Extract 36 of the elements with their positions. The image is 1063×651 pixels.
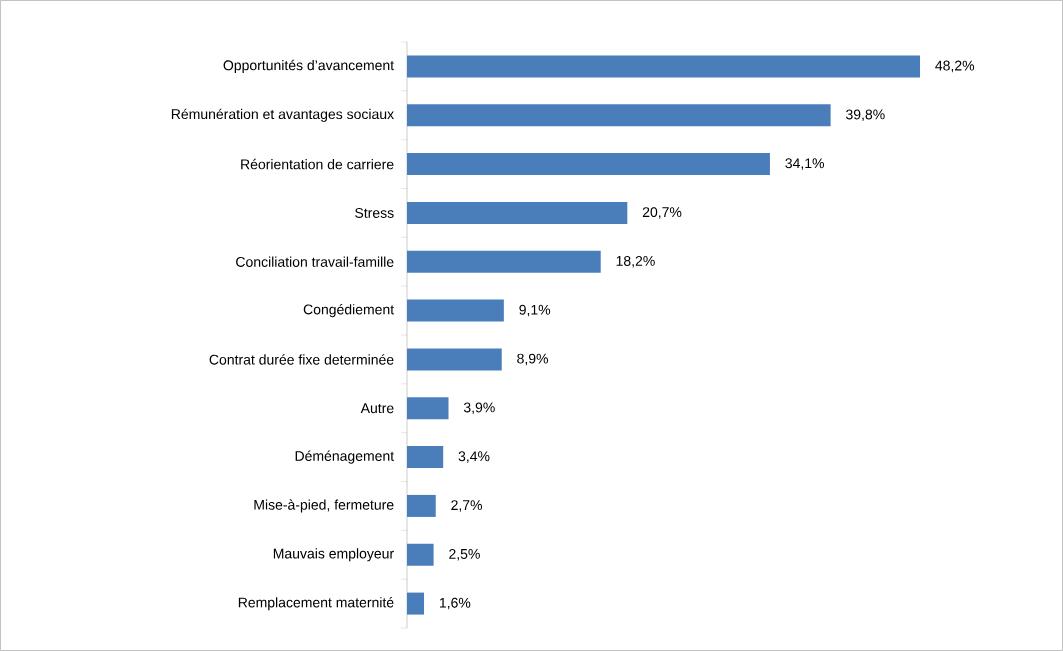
- y-tick-label: Réorientation de carriere: [241, 158, 394, 170]
- y-tick-label: Déménagement: [295, 450, 395, 464]
- data-label: 2,7%: [451, 500, 483, 512]
- data-label: 39,8%: [846, 109, 885, 122]
- bar: [407, 104, 831, 127]
- bar: [407, 201, 628, 224]
- y-tick-label: Contrat durée fixe determinée: [209, 354, 394, 365]
- bar: [407, 153, 770, 176]
- data-label: 2,5%: [449, 548, 480, 561]
- y-tick-label: Autre: [360, 403, 394, 414]
- bar: [407, 446, 444, 469]
- bar: [407, 250, 601, 273]
- bar: [407, 299, 504, 322]
- bar: [407, 494, 436, 517]
- data-label: 3,9%: [463, 402, 495, 415]
- y-tick-label: Congédiement: [303, 303, 395, 318]
- bar: [407, 348, 502, 371]
- data-label: 48,2%: [935, 60, 975, 73]
- bar: [407, 543, 434, 566]
- y-tick-label: Stress: [355, 207, 394, 218]
- data-label: 3,4%: [458, 451, 490, 463]
- bar: [407, 592, 425, 615]
- bar: [407, 397, 449, 420]
- data-label: 18,2%: [616, 255, 655, 268]
- y-tick-label: Mise-à-pied, fermeture: [254, 499, 394, 513]
- data-label: 9,1%: [519, 304, 551, 317]
- y-tick-label: Opportunités d’avancement: [223, 59, 394, 74]
- y-tick-label: Rémunération et avantages sociaux: [171, 108, 394, 122]
- y-tick-label: Mauvais employeur: [273, 548, 394, 562]
- bar: [407, 55, 921, 78]
- data-label: 20,7%: [642, 207, 682, 219]
- data-label: 1,6%: [439, 597, 471, 610]
- data-label: 34,1%: [785, 158, 825, 170]
- y-tick-label: Conciliation travail-famille: [236, 256, 394, 267]
- y-tick-label: Remplacement maternité: [238, 596, 394, 611]
- data-label: 8,9%: [517, 353, 549, 366]
